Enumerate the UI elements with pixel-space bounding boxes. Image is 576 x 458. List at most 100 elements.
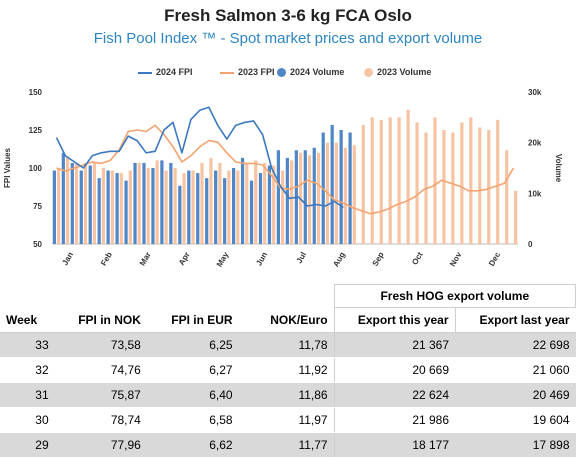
- table-header-row: Week FPI in NOK FPI in EUR NOK/Euro Expo…: [0, 307, 576, 333]
- bar-2023-volume: [200, 162, 204, 244]
- export-table: Fresh HOG export volume Week FPI in NOK …: [0, 284, 576, 458]
- table-row: 29 77,96 6,62 11,77 18 177 17 898: [0, 432, 576, 458]
- cell-fpi-nok: 78,74: [54, 407, 147, 433]
- cell-nok-euro: 11,92: [238, 357, 335, 383]
- cell-fpi-nok: 77,96: [54, 432, 147, 458]
- bar-2023-volume: [415, 122, 419, 244]
- bar-2024-volume: [223, 178, 227, 244]
- legend-label: 2024 Volume: [290, 67, 345, 77]
- col-header-nok-euro: NOK/Euro: [238, 307, 335, 333]
- bar-2023-volume: [272, 165, 276, 244]
- cell-nok-euro: 11,97: [238, 407, 335, 433]
- bar-2023-volume: [164, 170, 168, 244]
- legend-2024-fpi: 2024 FPI: [138, 66, 193, 78]
- bar-2024-volume: [124, 180, 128, 244]
- bar-2023-volume: [101, 168, 106, 244]
- bar-2024-volume: [52, 170, 56, 244]
- bar-2023-volume: [146, 168, 150, 244]
- bar-2023-volume: [119, 173, 123, 244]
- bar-2023-volume: [182, 173, 186, 244]
- col-header-export-last-year: Export last year: [455, 307, 576, 333]
- legend-2023-volume: 2023 Volume: [364, 66, 431, 78]
- bar-2024-volume: [133, 162, 137, 244]
- bar-2023-volume: [460, 122, 464, 244]
- y-left-tick-label: 100: [29, 164, 43, 173]
- bar-2023-volume: [316, 152, 321, 244]
- bar-2023-volume: [442, 130, 446, 244]
- y-right-axis-title: Volume: [554, 154, 563, 183]
- bar-2024-volume: [267, 165, 272, 244]
- bar-2023-volume: [281, 170, 285, 244]
- cell-export-last-year: 21 060: [455, 357, 576, 383]
- y-left-tick-label: 150: [29, 88, 43, 97]
- col-header-fpi-eur: FPI in EUR: [146, 307, 239, 333]
- x-month-label: Apr: [177, 251, 192, 267]
- bar-2023-volume: [263, 162, 267, 244]
- bar-2023-volume: [74, 162, 79, 244]
- bar-2024-volume: [142, 162, 146, 244]
- y-left-tick-label: 50: [33, 240, 42, 249]
- legend-line-icon: [138, 71, 152, 74]
- bar-2024-volume: [249, 180, 254, 244]
- chart-subtitle: Fish Pool Index ™ - Spot market prices a…: [93, 30, 483, 47]
- bar-2023-volume: [343, 147, 347, 244]
- bar-2023-volume: [289, 160, 294, 244]
- x-month-label: Nov: [448, 250, 464, 268]
- legend-label: 2023 FPI: [238, 67, 275, 77]
- legend-dot-icon: [364, 68, 373, 78]
- table-group-header: Fresh HOG export volume: [333, 284, 576, 308]
- cell-export-this-year: 21 367: [333, 332, 456, 358]
- cell-nok-euro: 11,77: [238, 432, 335, 458]
- bar-2024-volume: [258, 173, 263, 244]
- bar-2023-volume: [245, 162, 249, 244]
- bar-2023-volume: [352, 145, 356, 244]
- chart-title: Fresh Salmon 3-6 kg FCA Oslo: [164, 6, 412, 25]
- bar-2023-volume: [334, 142, 339, 244]
- legend-2023-fpi: 2023 FPI: [220, 66, 275, 78]
- bar-2024-volume: [231, 168, 236, 244]
- cell-week: 31: [0, 382, 55, 408]
- bar-2023-volume: [236, 170, 240, 244]
- bar-2023-volume: [496, 119, 500, 244]
- cell-fpi-eur: 6,25: [146, 332, 239, 358]
- x-month-label: Oct: [410, 250, 425, 266]
- x-month-label: Feb: [99, 250, 114, 267]
- bar-2024-volume: [214, 170, 218, 244]
- bar-2023-volume: [254, 160, 258, 244]
- bar-2024-volume: [178, 185, 182, 244]
- bar-2024-volume: [348, 132, 352, 244]
- table-group-row: Fresh HOG export volume: [0, 284, 576, 308]
- cell-export-last-year: 19 604: [455, 407, 576, 433]
- cell-fpi-nok: 75,87: [54, 382, 147, 408]
- bar-2023-volume: [505, 150, 509, 244]
- bar-2024-volume: [276, 150, 281, 244]
- cell-export-this-year: 20 669: [333, 357, 456, 383]
- cell-fpi-eur: 6,58: [146, 407, 239, 433]
- bar-2023-volume: [209, 157, 213, 244]
- legend-label: 2023 Volume: [377, 67, 432, 77]
- cell-nok-euro: 11,86: [238, 382, 335, 408]
- bar-2023-volume: [370, 117, 374, 244]
- y-left-tick-label: 75: [33, 202, 42, 211]
- cell-week: 32: [0, 357, 55, 383]
- cell-fpi-eur: 6,62: [146, 432, 239, 458]
- bar-2024-volume: [115, 173, 119, 244]
- cell-export-this-year: 18 177: [333, 432, 456, 458]
- y-right-tick-label: 0: [528, 240, 533, 249]
- bar-2023-volume: [227, 170, 231, 244]
- legend-2024-volume: 2024 Volume: [277, 66, 344, 78]
- bar-2023-volume: [451, 132, 455, 244]
- y-right-tick-label: 10k: [528, 189, 542, 198]
- cell-week: 33: [0, 332, 55, 358]
- bar-2023-volume: [514, 190, 518, 244]
- bar-2024-volume: [196, 173, 200, 244]
- combo-chart: 150 125 100 75 50 30k 20k 10k 0 FPI Values Volume J…: [3, 88, 563, 268]
- x-month-label: Jul: [295, 251, 309, 266]
- bar-2023-volume: [218, 162, 222, 244]
- bar-2023-volume: [191, 170, 195, 244]
- x-month-label: Dec: [487, 250, 502, 268]
- bar-2023-volume: [65, 157, 70, 244]
- legend-line-icon: [220, 71, 234, 74]
- bar-2024-volume: [285, 157, 289, 244]
- bar-2023-volume: [406, 109, 410, 244]
